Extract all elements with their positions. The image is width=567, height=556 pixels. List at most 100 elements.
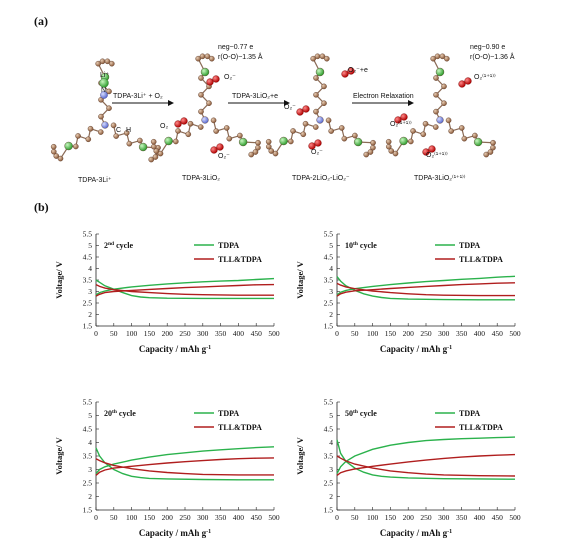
carbon-atom [198, 75, 204, 81]
oxygen-atom [302, 105, 310, 113]
x-tick-label: 200 [403, 513, 415, 522]
chart-4: 1.5 2 2.5 3 3.5 4 4.5 5 5.5 0 50 100 150 200 250 300 350… [295, 398, 521, 539]
cycle-label: 20th cycle [104, 409, 136, 418]
y-tick-label: 5.5 [324, 230, 334, 239]
carbon-atom [97, 129, 104, 135]
x-tick-label: 300 [197, 513, 209, 522]
lithium-atom [164, 136, 173, 146]
legend-label: TDPA [459, 241, 480, 250]
y-tick-label: 3 [88, 287, 92, 296]
carbon-atom [150, 138, 157, 145]
atom-label-o2-h: O₂⁽¹⁺¹⁾⁾ [426, 151, 448, 159]
carbon-atom [87, 125, 94, 132]
oxygen-atom [212, 75, 220, 83]
x-tick-label: 400 [474, 329, 486, 338]
y-tick-label: 3 [329, 287, 333, 296]
legend-label: TLL&TDPA [459, 423, 503, 432]
carbon-atom [110, 122, 117, 129]
carbon-atom [441, 100, 447, 106]
y-tick-label: 2 [329, 310, 333, 319]
arrowhead-2 [284, 100, 290, 106]
carbon-atom [210, 117, 217, 124]
carbon-atom [448, 128, 454, 134]
lithium-atom [353, 137, 363, 147]
y-tick-label: 2 [88, 310, 92, 319]
lithium-atom [279, 136, 288, 146]
carbon-atom [313, 108, 319, 115]
carbon-atom [73, 143, 79, 150]
x-tick-label: 100 [126, 513, 138, 522]
oxygen-atom [428, 145, 436, 153]
y-tick-label: 1.5 [83, 506, 93, 515]
legend-label: TLL&TDPA [218, 255, 262, 264]
x-tick-label: 150 [144, 329, 156, 338]
carbon-atom [195, 55, 201, 62]
y-tick-label: 5 [88, 241, 92, 250]
x-tick-label: 100 [367, 329, 379, 338]
carbon-atom [248, 151, 255, 158]
carbon-atom [126, 140, 133, 147]
y-tick-label: 1.5 [324, 322, 334, 331]
panel-a-label: (a) [34, 14, 48, 28]
x-tick-label: 250 [179, 329, 191, 338]
carbon-atom [106, 88, 112, 95]
atom-label-o2-a: O₂ [160, 123, 168, 130]
atom-label-o2-f: O₂⁽¹⁺¹⁾⁾ [474, 73, 496, 81]
y-tick-label: 4.5 [324, 425, 334, 434]
y-axis-label: Voltage/ V [295, 436, 305, 474]
carbon-atom [187, 120, 194, 127]
carbon-atom [367, 149, 374, 155]
y-tick-label: 5 [329, 241, 333, 250]
carbon-atom [445, 117, 452, 124]
lithium-atom [473, 137, 483, 147]
annotation-roo-2: r(O-O)~1.36 Å [470, 52, 515, 61]
carbon-atom [392, 150, 399, 157]
cycle-label: 2nd cycle [104, 241, 133, 250]
structure-label-1: TDPA-3Li⁺ [78, 177, 112, 184]
carbon-atom [472, 132, 478, 139]
carbon-atom [173, 138, 179, 145]
carbon-atom [433, 108, 439, 115]
carbon-atom [226, 135, 233, 142]
y-tick-label: 3.5 [324, 276, 334, 285]
x-tick-label: 150 [385, 329, 397, 338]
carbon-atom [321, 100, 327, 106]
x-tick-label: 200 [162, 513, 174, 522]
series-line-tll-tdpa-discharge [95, 283, 274, 296]
molecular-structures-figure: TDPA-3Li⁺ TDPA-3LiO₂ TDPA-2LiO₂-LiO₂⁻ TD… [50, 44, 515, 184]
x-tick-label: 0 [94, 513, 98, 522]
x-tick-label: 50 [110, 513, 118, 522]
carbon-atom [385, 138, 392, 145]
oxygen-atom [206, 78, 214, 86]
atom-label-o2-g: O₂⁽¹⁺¹⁾⁾ [390, 120, 412, 128]
carbon-atom [265, 138, 272, 145]
carbon-atom [152, 154, 159, 160]
y-tick-label: 1.5 [83, 322, 93, 331]
carbon-atom [157, 150, 164, 157]
series-line-tdpa-charge [336, 275, 516, 296]
carbon-atom [324, 55, 330, 62]
series-line-tdpa-discharge [95, 279, 274, 300]
carbon-atom [109, 60, 115, 67]
oxygen-atom [210, 146, 218, 154]
lithium-atom [435, 67, 445, 77]
x-tick-label: 500 [509, 513, 521, 522]
carbon-atom [204, 53, 211, 60]
x-axis-label: Capacity / mAh g-1 [139, 528, 211, 538]
oxygen-atom [400, 113, 408, 121]
x-tick-label: 300 [438, 329, 450, 338]
lithium-atom [200, 67, 210, 77]
x-tick-label: 200 [162, 329, 174, 338]
chart-1: 1.5 2 2.5 3 3.5 4 4.5 5 5.5 0 50 100 150 200 250 300 350… [54, 230, 280, 355]
arrow-label-2: TDPA-3LiO₂+e [232, 93, 278, 100]
carbon-atom [95, 60, 101, 67]
oxygen-atom [464, 77, 472, 85]
x-tick-label: 200 [403, 329, 415, 338]
atom-label-n: N [101, 87, 106, 94]
carbon-atom [198, 108, 204, 115]
atom-label-o2-b: O₂⁻ [224, 74, 236, 81]
oxygen-atom [174, 120, 182, 128]
x-tick-label: 0 [335, 329, 339, 338]
y-tick-label: 5 [88, 411, 92, 420]
legend-label: TDPA [218, 409, 239, 418]
